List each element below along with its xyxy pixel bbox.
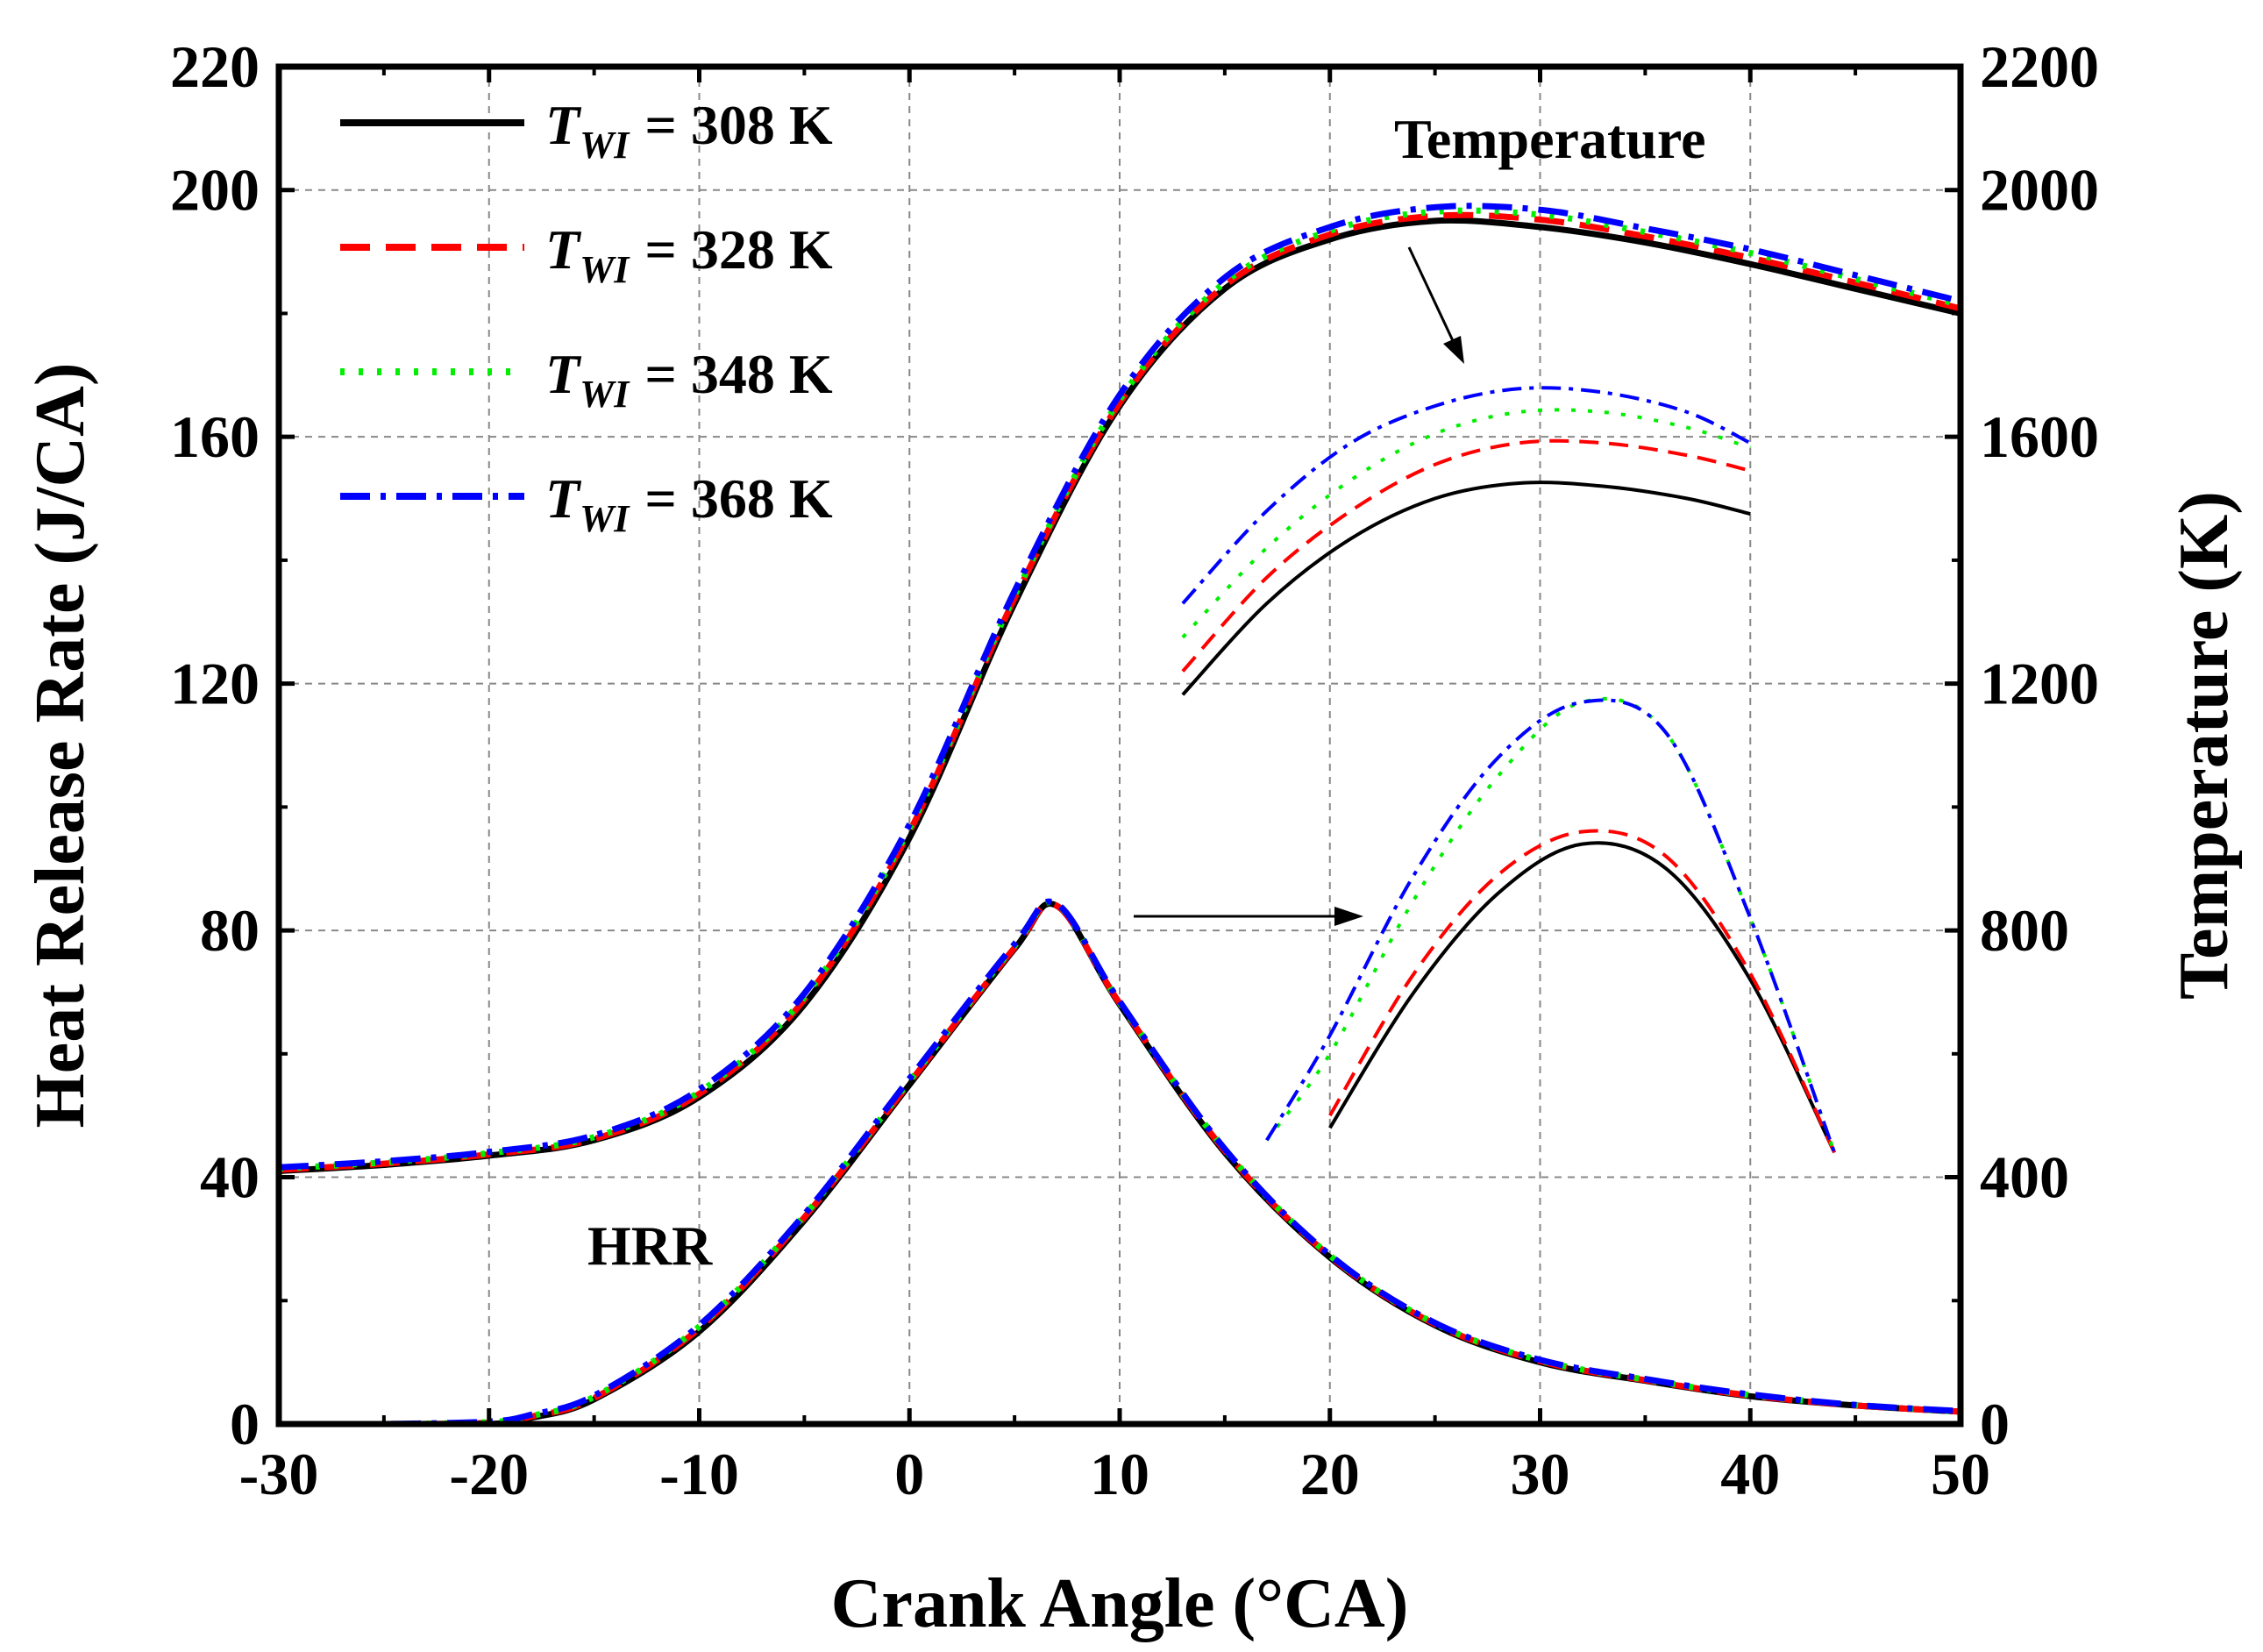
- inset-temperature-line-4: [1181, 386, 1752, 605]
- temperature-zoom-arrow: [1407, 246, 1457, 347]
- y-right-tick-label: 1200: [1980, 651, 2099, 717]
- temperature-annotation: Temperature: [1394, 108, 1706, 170]
- x-tick-label: -10: [659, 1441, 739, 1507]
- inset-hrr-line-3: [1265, 696, 1837, 1154]
- legend-label-4: TWI = 368 K: [545, 467, 833, 540]
- y-right-tick-label: 1600: [1980, 403, 2099, 470]
- x-tick-label: 10: [1090, 1441, 1149, 1507]
- y-axis-title-left: Heat Release Rate (J/CA): [22, 362, 99, 1128]
- y-right-tick-label: 2000: [1980, 157, 2099, 224]
- legend-label-3: TWI = 348 K: [545, 343, 833, 416]
- y-left-tick-label: 200: [170, 157, 260, 224]
- x-tick-label: 20: [1300, 1441, 1360, 1507]
- legend-label-1: TWI = 308 K: [545, 94, 833, 167]
- y-left-tick-label: 0: [230, 1391, 260, 1457]
- y-right-tick-label: 0: [1980, 1391, 2010, 1457]
- y-left-tick-label: 160: [170, 403, 260, 470]
- ticks: [276, 64, 1963, 1427]
- inset-hrr-line-1: [1328, 841, 1836, 1154]
- inset-layer: [1181, 386, 1837, 1154]
- legend-label-2: TWI = 328 K: [545, 218, 833, 291]
- y-right-tick-label: 800: [1980, 897, 2069, 964]
- x-tick-label: 30: [1511, 1441, 1570, 1507]
- inset-temperature-line-1: [1181, 481, 1751, 696]
- y-right-tick-label: 2200: [1980, 33, 2099, 100]
- y-left-tick-label: 40: [200, 1144, 260, 1211]
- inset-hrr-line-2: [1328, 829, 1837, 1154]
- x-tick-label: 40: [1720, 1441, 1780, 1507]
- x-tick-label: -30: [239, 1441, 319, 1507]
- legend: TWI = 308 K TWI = 328 K TWI = 348 K TWI = 368 K: [340, 94, 833, 540]
- temperature-zoom-arrowhead: [1443, 336, 1464, 364]
- inset-temperature-line-2: [1181, 438, 1751, 673]
- tick-labels: -30 -20 -10 0 10 20 30 40 5004080120160200220040…: [170, 33, 2099, 1507]
- temperature-line-3: [279, 207, 1961, 1172]
- hrr-line-3: [279, 899, 1961, 1424]
- y-right-tick-label: 400: [1980, 1144, 2069, 1211]
- temperature-line-2: [279, 211, 1961, 1173]
- x-axis-title: Crank Angle (°CA): [831, 1565, 1409, 1642]
- grid: [279, 67, 1961, 1424]
- hrr-line-4: [279, 898, 1961, 1424]
- x-tick-label: -20: [449, 1441, 529, 1507]
- y-left-tick-label: 220: [170, 33, 260, 100]
- series-layer: [279, 203, 1961, 1424]
- y-left-tick-label: 80: [200, 897, 260, 964]
- y-axis-title-right: Temperature (K): [2166, 491, 2243, 1000]
- inset-hrr-line-4: [1265, 698, 1837, 1154]
- temperature-line-4: [279, 203, 1961, 1171]
- x-tick-label: 0: [894, 1441, 924, 1507]
- hrr-zoom-arrowhead: [1334, 907, 1363, 926]
- x-tick-label: 50: [1931, 1441, 1990, 1507]
- y-left-tick-label: 120: [170, 651, 260, 717]
- hrr-annotation: HRR: [587, 1214, 713, 1277]
